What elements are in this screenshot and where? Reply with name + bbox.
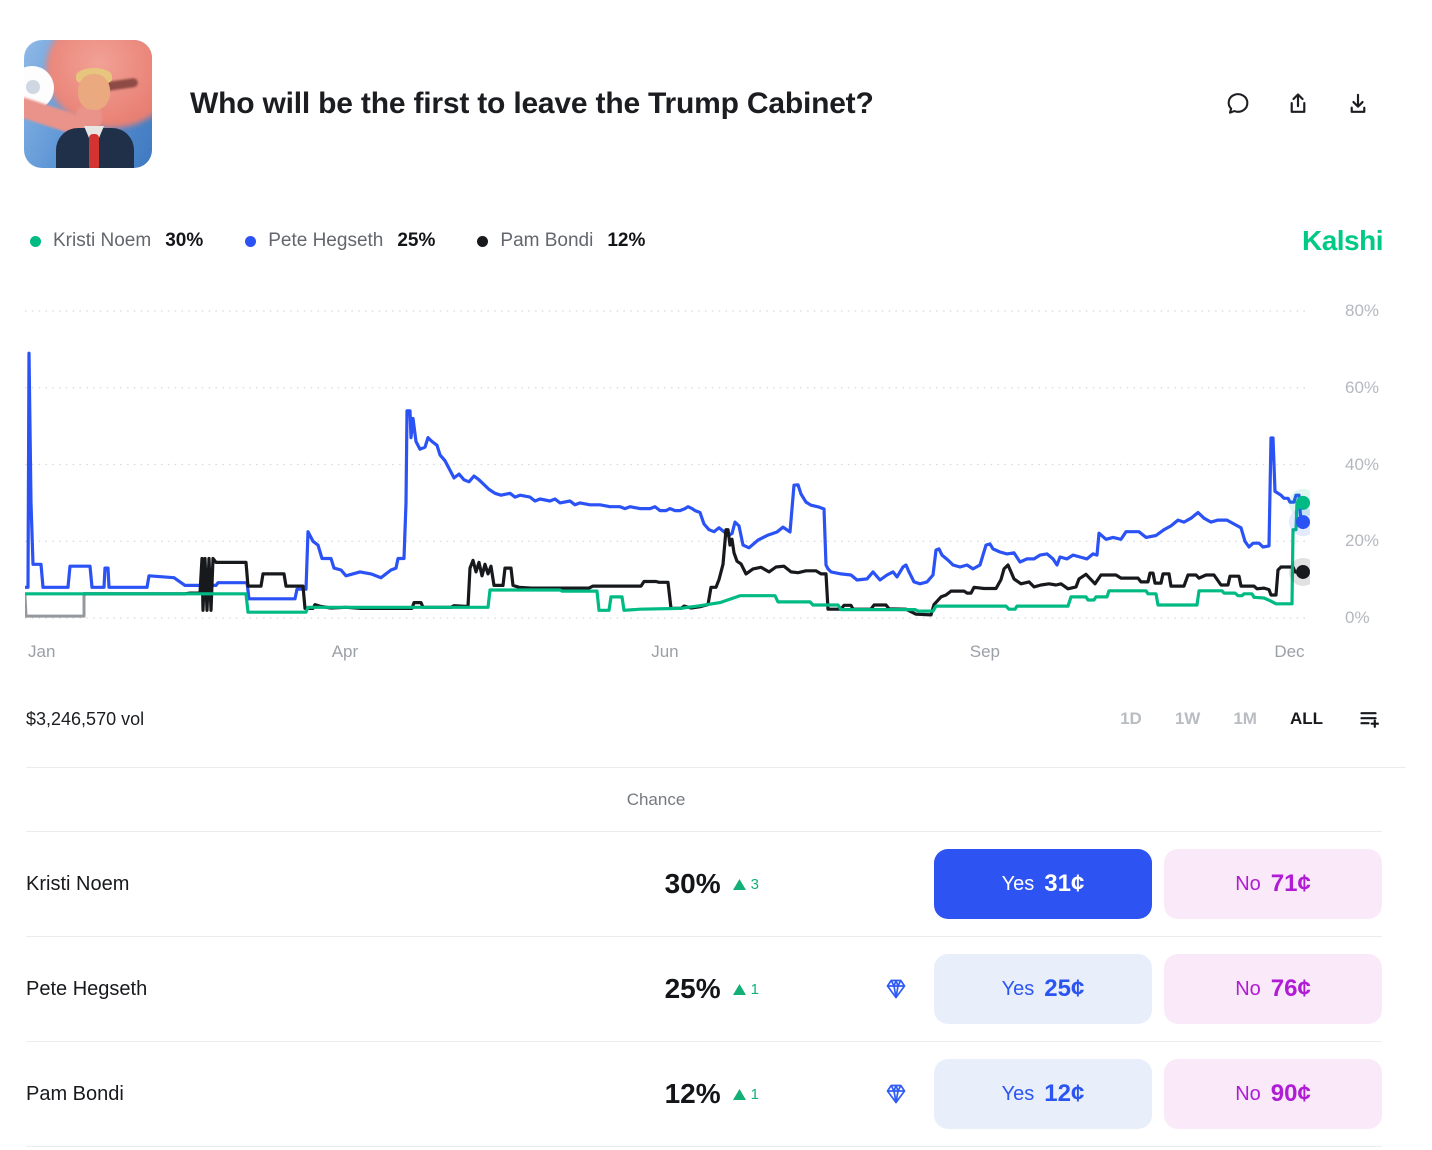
table-row-kristi-noem: Kristi Noem 30% 3 Yes 31¢ No 71¢ bbox=[26, 832, 1382, 937]
chance-delta: 1 bbox=[732, 1086, 759, 1103]
chart-legend: Kristi Noem 30% Pete Hegseth 25% Pam Bon… bbox=[30, 225, 1384, 256]
download-icon[interactable] bbox=[1345, 91, 1371, 117]
legend-value: 25% bbox=[397, 230, 436, 251]
legend-item-kristi-noem[interactable]: Kristi Noem 30% bbox=[30, 230, 203, 252]
legend-item-pam-bondi[interactable]: Pam Bondi 12% bbox=[477, 230, 645, 252]
range-all[interactable]: ALL bbox=[1289, 709, 1323, 728]
triangle-up-icon bbox=[732, 1088, 746, 1100]
range-1m[interactable]: 1M bbox=[1233, 709, 1257, 728]
range-1d[interactable]: 1D bbox=[1120, 709, 1142, 728]
range-selector: 1D 1W 1M ALL bbox=[1120, 707, 1382, 731]
legend-dot-black bbox=[477, 235, 489, 247]
range-1w[interactable]: 1W bbox=[1174, 709, 1201, 728]
share-icon[interactable] bbox=[1285, 91, 1311, 117]
legend-value: 30% bbox=[165, 230, 204, 251]
triangle-up-icon bbox=[732, 878, 746, 890]
x-axis-labels: Jan Apr Jun Sep Dec bbox=[25, 642, 1310, 664]
x-axis-tick: Sep bbox=[969, 642, 1001, 661]
chance-column-header: Chance bbox=[626, 789, 686, 809]
page-title: Who will be the first to leave the Trump… bbox=[190, 87, 874, 120]
x-axis-tick: Jan bbox=[27, 642, 56, 661]
legend-dot-blue bbox=[245, 235, 257, 247]
chance-delta: 3 bbox=[732, 876, 759, 893]
y-axis-tick: 40% bbox=[1345, 454, 1380, 474]
kalshi-logo: Kalshi bbox=[1301, 225, 1384, 256]
legend-name: Pete Hegseth bbox=[268, 230, 384, 251]
y-axis-tick: 60% bbox=[1345, 377, 1380, 397]
chance-value: 25% bbox=[664, 973, 721, 1004]
price-chart[interactable]: 0% 20% 40% 60% 80% Jan Apr Jun Sep Dec bbox=[0, 300, 1432, 664]
outcome-name: Pam Bondi bbox=[26, 1082, 124, 1105]
no-button[interactable]: No 71¢ bbox=[1164, 849, 1382, 919]
playlist-add-icon[interactable] bbox=[1358, 707, 1382, 731]
comment-icon[interactable] bbox=[1225, 91, 1251, 117]
chance-value: 12% bbox=[664, 1078, 721, 1109]
table-row-pam-bondi: Pam Bondi 12% 1 Yes 12¢ No 90¢ bbox=[26, 1042, 1382, 1147]
price-chart-svg bbox=[25, 310, 1310, 619]
outcomes-table: Chance Kristi Noem 30% 3 Yes 31¢ No 71¢ bbox=[26, 768, 1382, 1147]
legend-value: 12% bbox=[607, 230, 646, 251]
x-axis-tick: Dec bbox=[1274, 642, 1305, 661]
table-header-row: Chance bbox=[26, 768, 1382, 832]
yes-button[interactable]: Yes 12¢ bbox=[934, 1059, 1152, 1129]
legend-item-pete-hegseth[interactable]: Pete Hegseth 25% bbox=[245, 230, 435, 252]
gem-icon[interactable] bbox=[884, 1082, 908, 1106]
chance-value: 30% bbox=[664, 868, 721, 899]
x-axis-tick: Jun bbox=[651, 642, 679, 661]
chance-delta: 1 bbox=[732, 981, 759, 998]
x-axis-tick: Apr bbox=[331, 642, 359, 661]
market-thumbnail bbox=[24, 40, 152, 168]
header-actions bbox=[1225, 91, 1371, 117]
volume-label: $3,246,570 vol bbox=[26, 708, 145, 729]
outcome-name: Pete Hegseth bbox=[26, 977, 148, 1000]
yes-button[interactable]: Yes 25¢ bbox=[934, 954, 1152, 1024]
header: Who will be the first to leave the Trump… bbox=[0, 0, 1432, 168]
no-button[interactable]: No 76¢ bbox=[1164, 954, 1382, 1024]
y-axis-tick: 80% bbox=[1345, 301, 1380, 320]
legend-name: Kristi Noem bbox=[53, 230, 152, 251]
yes-button[interactable]: Yes 31¢ bbox=[934, 849, 1152, 919]
triangle-up-icon bbox=[732, 983, 746, 995]
outcome-name: Kristi Noem bbox=[26, 872, 130, 895]
legend-dot-green bbox=[30, 235, 41, 247]
legend-name: Pam Bondi bbox=[500, 230, 594, 251]
chart-footer: $3,246,570 vol 1D 1W 1M ALL bbox=[26, 708, 1382, 730]
y-axis-tick: 0% bbox=[1345, 608, 1370, 627]
divider-top bbox=[26, 767, 1406, 768]
y-axis-tick: 20% bbox=[1345, 531, 1380, 551]
gem-icon[interactable] bbox=[884, 977, 908, 1001]
table-row-pete-hegseth: Pete Hegseth 25% 1 Yes 25¢ No 76 bbox=[26, 937, 1382, 1042]
no-button[interactable]: No 90¢ bbox=[1164, 1059, 1382, 1129]
